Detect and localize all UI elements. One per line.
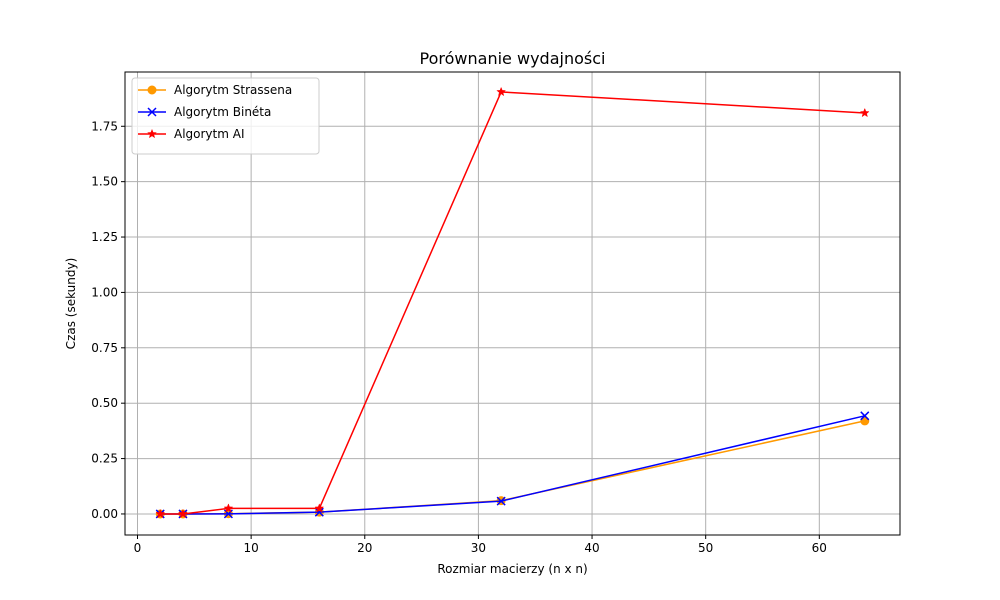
legend-label: Algorytm Binéta bbox=[174, 105, 271, 119]
x-tick-label: 50 bbox=[698, 541, 713, 555]
legend-label: Algorytm Strassena bbox=[174, 83, 292, 97]
legend: Algorytm Strassena Algorytm Binéta Algoryt… bbox=[131, 77, 320, 155]
data-point bbox=[223, 503, 234, 513]
data-point bbox=[860, 416, 870, 426]
y-tick-label: 1.75 bbox=[91, 119, 118, 133]
data-point bbox=[314, 507, 324, 517]
x-tick-label: 40 bbox=[584, 541, 599, 555]
plot-frame bbox=[124, 71, 901, 536]
legend-entry: Algorytm Strassena bbox=[138, 83, 292, 97]
y-tick-label: 0.75 bbox=[91, 341, 118, 355]
axis-ticks: 0 10 20 30 40 50 60 0.00 0.25 0.50 0.75 1.00 1.25 1.5… bbox=[91, 119, 827, 555]
x-tick-label: 60 bbox=[812, 541, 827, 555]
legend-marker bbox=[147, 85, 157, 95]
series-layer bbox=[155, 86, 870, 519]
chart-title: Porównanie wydajności bbox=[420, 49, 606, 68]
data-point bbox=[859, 107, 870, 118]
y-tick-label: 0.25 bbox=[91, 452, 118, 466]
y-tick-label: 1.50 bbox=[91, 175, 118, 189]
series-line bbox=[160, 91, 865, 515]
y-tick-label: 1.00 bbox=[91, 285, 118, 299]
data-point bbox=[177, 508, 188, 519]
data-point bbox=[223, 509, 233, 519]
legend-box bbox=[131, 77, 320, 155]
y-tick-label: 0.00 bbox=[91, 507, 118, 521]
x-tick-label: 10 bbox=[243, 541, 258, 555]
series-3 bbox=[155, 86, 870, 519]
data-point bbox=[314, 503, 325, 513]
legend-entry: Algorytm Binéta bbox=[138, 105, 271, 119]
legend-label: Algorytm AI bbox=[174, 127, 245, 141]
legend-marker bbox=[147, 107, 157, 117]
data-point bbox=[155, 508, 166, 519]
x-tick-label: 0 bbox=[134, 541, 142, 555]
data-point bbox=[496, 496, 506, 506]
x-axis-label: Rozmiar macierzy (n x n) bbox=[437, 562, 587, 576]
x-tick-label: 20 bbox=[357, 541, 372, 555]
y-tick-label: 1.25 bbox=[91, 230, 118, 244]
data-point bbox=[496, 86, 507, 97]
y-axis-label: Czas (sekundy) bbox=[64, 258, 78, 350]
legend-entry: Algorytm AI bbox=[138, 127, 245, 141]
x-tick-label: 30 bbox=[471, 541, 486, 555]
data-point bbox=[860, 411, 870, 421]
legend-marker bbox=[147, 128, 157, 139]
y-tick-label: 0.50 bbox=[91, 396, 118, 410]
